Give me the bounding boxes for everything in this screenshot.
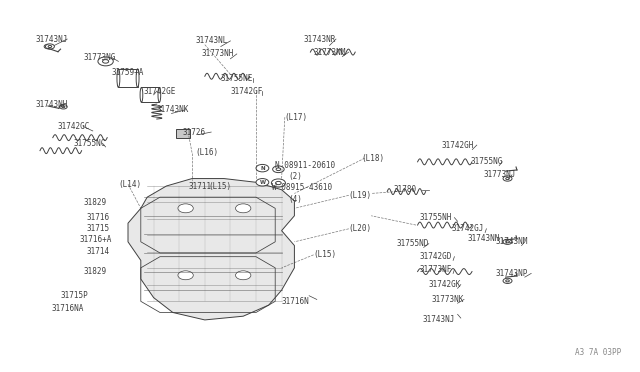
Circle shape bbox=[276, 168, 281, 171]
Text: 31755NC: 31755NC bbox=[74, 139, 106, 148]
Text: 31743NH: 31743NH bbox=[35, 100, 68, 109]
Circle shape bbox=[256, 164, 269, 172]
Text: N: N bbox=[260, 166, 265, 171]
Text: 31755NH: 31755NH bbox=[419, 213, 452, 222]
Circle shape bbox=[503, 176, 512, 181]
Circle shape bbox=[45, 44, 54, 49]
Text: (L15): (L15) bbox=[208, 182, 231, 190]
Text: W: W bbox=[259, 180, 266, 185]
Circle shape bbox=[271, 179, 285, 187]
Text: 31716: 31716 bbox=[86, 213, 109, 222]
Text: 31742GF: 31742GF bbox=[230, 87, 263, 96]
Ellipse shape bbox=[117, 69, 120, 87]
Text: 31780: 31780 bbox=[394, 185, 417, 194]
Bar bbox=[176, 129, 190, 138]
Text: 31742GE: 31742GE bbox=[144, 87, 177, 96]
Text: (L18): (L18) bbox=[362, 154, 385, 163]
Circle shape bbox=[62, 106, 65, 108]
Text: 31773NG: 31773NG bbox=[83, 53, 116, 62]
Text: 31755NE: 31755NE bbox=[221, 74, 253, 83]
Ellipse shape bbox=[136, 69, 139, 87]
Text: 31742GK: 31742GK bbox=[429, 280, 461, 289]
Text: 31743NP: 31743NP bbox=[496, 269, 529, 278]
Text: 31743NJ: 31743NJ bbox=[422, 315, 455, 324]
Text: 31755ND: 31755ND bbox=[397, 239, 429, 248]
Circle shape bbox=[506, 241, 509, 243]
Text: 31773NF: 31773NF bbox=[419, 265, 452, 274]
Ellipse shape bbox=[158, 87, 161, 102]
Text: (L17): (L17) bbox=[285, 113, 308, 122]
Text: 31829: 31829 bbox=[83, 267, 106, 276]
Text: 31773NJ: 31773NJ bbox=[483, 170, 516, 179]
Bar bbox=[141, 87, 159, 102]
Circle shape bbox=[44, 44, 52, 49]
Circle shape bbox=[503, 239, 512, 244]
Text: 31743NN: 31743NN bbox=[467, 234, 500, 243]
Circle shape bbox=[276, 182, 281, 185]
Text: 31742GH: 31742GH bbox=[442, 141, 474, 150]
Text: 31716NA: 31716NA bbox=[51, 304, 84, 313]
Circle shape bbox=[506, 177, 509, 180]
Text: 31755NG: 31755NG bbox=[470, 157, 503, 166]
Text: 31742GC: 31742GC bbox=[58, 122, 90, 131]
Circle shape bbox=[178, 204, 193, 213]
Text: (L20): (L20) bbox=[349, 224, 372, 233]
Circle shape bbox=[47, 46, 49, 47]
Text: 31743NL: 31743NL bbox=[195, 36, 228, 45]
Text: 31829: 31829 bbox=[83, 198, 106, 207]
Text: 31714: 31714 bbox=[86, 247, 109, 256]
Ellipse shape bbox=[140, 87, 143, 102]
Circle shape bbox=[178, 271, 193, 280]
Text: 31773NK: 31773NK bbox=[432, 295, 465, 304]
Text: 31773NH: 31773NH bbox=[202, 49, 234, 58]
Text: 31742GJ: 31742GJ bbox=[451, 224, 484, 233]
Text: A3 7A 03PP: A3 7A 03PP bbox=[575, 348, 621, 357]
Text: (L14): (L14) bbox=[118, 180, 141, 189]
Circle shape bbox=[506, 280, 509, 282]
Text: 31743NR: 31743NR bbox=[304, 35, 337, 44]
Circle shape bbox=[236, 204, 251, 213]
Text: 31773NM: 31773NM bbox=[314, 48, 346, 57]
Circle shape bbox=[503, 278, 512, 283]
Circle shape bbox=[98, 57, 113, 66]
Text: 31716+A: 31716+A bbox=[80, 235, 113, 244]
Text: (L15): (L15) bbox=[314, 250, 337, 259]
Text: 31711: 31711 bbox=[189, 182, 212, 190]
Text: 31716N: 31716N bbox=[282, 297, 309, 306]
Text: (2): (2) bbox=[288, 172, 302, 181]
Text: 31742GD: 31742GD bbox=[419, 252, 452, 261]
Circle shape bbox=[60, 105, 67, 109]
Text: 31726: 31726 bbox=[182, 128, 205, 137]
Text: N 08911-20610: N 08911-20610 bbox=[275, 161, 335, 170]
Text: 31743NM: 31743NM bbox=[496, 237, 529, 246]
Text: 31743NJ: 31743NJ bbox=[35, 35, 68, 44]
Text: 31715P: 31715P bbox=[61, 291, 88, 300]
Text: 31743NK: 31743NK bbox=[157, 105, 189, 114]
Text: (L16): (L16) bbox=[195, 148, 218, 157]
Text: (4): (4) bbox=[288, 195, 302, 203]
Text: 31759+A: 31759+A bbox=[112, 68, 145, 77]
Circle shape bbox=[256, 179, 269, 186]
Text: W 08915-43610: W 08915-43610 bbox=[272, 183, 332, 192]
Circle shape bbox=[236, 271, 251, 280]
Circle shape bbox=[102, 60, 109, 63]
Text: (L19): (L19) bbox=[349, 191, 372, 200]
Circle shape bbox=[48, 45, 52, 48]
Circle shape bbox=[273, 166, 284, 173]
Bar bbox=[118, 69, 138, 87]
Polygon shape bbox=[128, 179, 294, 320]
Text: 31715: 31715 bbox=[86, 224, 109, 233]
